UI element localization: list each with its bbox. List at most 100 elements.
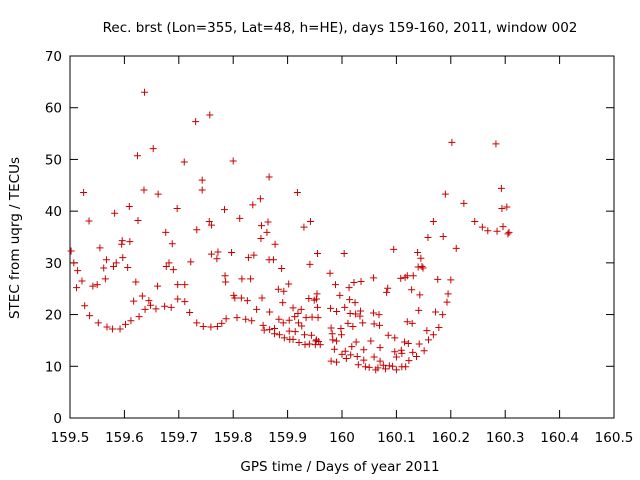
data-point [344,319,352,327]
data-point [435,324,443,331]
y-tick-label: 50 [45,152,62,168]
x-tick-label: 160.5 [595,430,634,446]
data-point [424,336,432,344]
data-point [147,301,155,309]
data-point [314,303,322,311]
data-point [306,217,314,225]
data-point [413,352,421,360]
data-point [198,176,206,184]
data-point [271,240,279,248]
data-point [493,227,501,235]
data-point [327,304,335,312]
data-point [503,203,511,211]
data-point [285,280,293,288]
data-point [374,364,382,372]
data-point [275,315,283,323]
data-point [85,217,93,225]
data-point [162,262,170,270]
data-point [498,205,506,213]
data-point [257,235,265,243]
data-point [253,305,261,313]
data-point [429,331,437,339]
data-point [370,309,378,317]
data-point [278,265,286,273]
data-points [67,88,513,374]
x-tick-label: 160.1 [377,430,416,446]
data-point [333,307,341,315]
data-point [356,312,364,320]
data-point [340,250,348,258]
data-point [300,223,308,231]
data-point [78,277,86,285]
plot-frame [69,55,615,419]
data-point [168,240,176,248]
data-point [419,264,427,272]
data-point [218,319,226,327]
data-point [222,278,230,286]
data-point [289,304,297,312]
data-point [228,249,236,257]
data-point [418,262,426,270]
data-point [300,331,308,339]
data-point [330,345,338,353]
data-point [384,331,392,339]
data-point [174,295,182,303]
data-point [80,189,88,197]
data-point [420,347,428,355]
data-point [248,317,256,325]
data-point [308,313,316,321]
data-point [398,349,406,357]
data-point [140,186,148,194]
data-point [186,309,194,317]
data-point [305,340,313,348]
data-point [298,322,306,330]
data-point [111,209,119,217]
y-tick-label: 40 [45,204,62,220]
data-point [347,351,355,359]
data-point [134,216,142,224]
data-point [294,319,302,327]
data-point [478,223,486,231]
data-point [346,310,354,318]
data-point [359,319,367,327]
data-point [70,259,78,267]
data-point [124,264,132,272]
data-point [193,226,201,234]
x-tick-label: 159.6 [105,430,144,446]
data-point [376,357,384,365]
data-point [242,315,250,323]
data-point [173,205,181,213]
data-point [256,195,264,203]
data-point [375,311,383,319]
data-point [306,260,314,268]
data-point [263,228,271,236]
data-point [345,284,353,292]
data-point [447,276,455,284]
data-point [392,366,400,374]
data-point [258,294,266,302]
data-point [443,298,451,306]
data-point [222,315,230,323]
data-point [174,281,182,289]
data-point [181,298,189,306]
x-tick-label: 160 [329,430,355,446]
data-point [460,199,468,207]
data-point [207,250,215,258]
data-point [370,320,378,328]
data-point [101,275,109,283]
data-point [280,287,288,295]
data-point [352,310,360,318]
data-point [349,322,357,330]
data-point [341,303,349,311]
data-point [423,327,431,335]
data-point [291,313,299,321]
x-tick-label: 159.5 [51,430,90,446]
data-point [152,305,160,313]
data-point [269,256,277,264]
data-point [154,282,162,290]
data-point [352,338,360,346]
data-point [86,312,94,320]
data-point [275,331,283,339]
data-point [308,331,316,339]
data-point [274,285,282,293]
